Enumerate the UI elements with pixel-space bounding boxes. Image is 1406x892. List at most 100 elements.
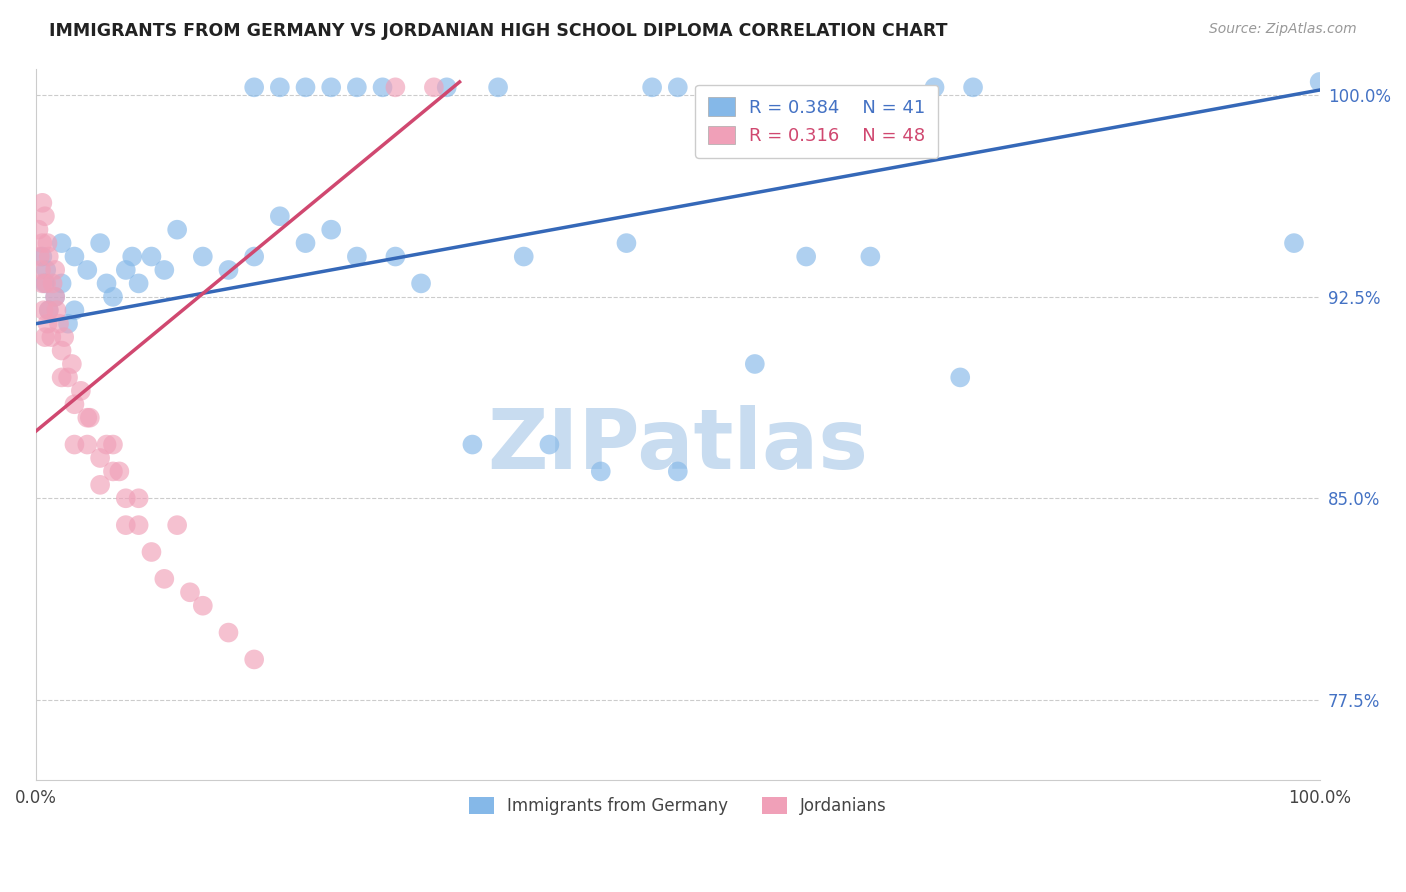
Point — [35, 263, 58, 277]
Point — [243, 250, 266, 264]
Point — [269, 80, 291, 95]
Point — [89, 478, 111, 492]
Point — [666, 80, 689, 95]
Point — [53, 330, 76, 344]
Text: ZIPatlas: ZIPatlas — [488, 405, 869, 486]
Point — [461, 437, 484, 451]
Point — [45, 303, 67, 318]
Point — [63, 303, 86, 318]
Text: IMMIGRANTS FROM GERMANY VS JORDANIAN HIGH SCHOOL DIPLOMA CORRELATION CHART: IMMIGRANTS FROM GERMANY VS JORDANIAN HIG… — [49, 22, 948, 40]
Point — [31, 250, 53, 264]
Point — [269, 209, 291, 223]
Point — [27, 222, 49, 236]
Point — [114, 518, 136, 533]
Point — [44, 290, 66, 304]
Point — [218, 263, 240, 277]
Point — [243, 652, 266, 666]
Text: Source: ZipAtlas.com: Source: ZipAtlas.com — [1209, 22, 1357, 37]
Point — [141, 250, 163, 264]
Point — [962, 80, 984, 95]
Point — [114, 491, 136, 506]
Point — [794, 250, 817, 264]
Point — [70, 384, 93, 398]
Point — [51, 370, 73, 384]
Point — [89, 450, 111, 465]
Point — [60, 357, 83, 371]
Point — [44, 290, 66, 304]
Point — [423, 80, 446, 95]
Point — [31, 236, 53, 251]
Point — [191, 250, 214, 264]
Point — [101, 437, 124, 451]
Point — [321, 80, 343, 95]
Point — [31, 195, 53, 210]
Point — [153, 572, 176, 586]
Point — [35, 277, 58, 291]
Point — [56, 317, 79, 331]
Point — [51, 343, 73, 358]
Point — [166, 518, 188, 533]
Point — [641, 80, 664, 95]
Point — [30, 263, 52, 277]
Point — [34, 209, 56, 223]
Point — [79, 410, 101, 425]
Point — [96, 277, 118, 291]
Point — [538, 437, 561, 451]
Point — [34, 330, 56, 344]
Point — [409, 277, 432, 291]
Point — [76, 263, 98, 277]
Point — [38, 303, 60, 318]
Point — [1309, 75, 1331, 89]
Point — [63, 397, 86, 411]
Point — [48, 317, 70, 331]
Point — [38, 250, 60, 264]
Point — [41, 330, 63, 344]
Point — [513, 250, 536, 264]
Point — [384, 250, 406, 264]
Point — [51, 236, 73, 251]
Point — [589, 464, 612, 478]
Point — [191, 599, 214, 613]
Point — [108, 464, 131, 478]
Point — [166, 222, 188, 236]
Point — [384, 80, 406, 95]
Point — [346, 250, 368, 264]
Point — [128, 277, 150, 291]
Point — [243, 80, 266, 95]
Point — [436, 80, 458, 95]
Point — [28, 250, 51, 264]
Point — [486, 80, 509, 95]
Point — [37, 317, 59, 331]
Point — [89, 236, 111, 251]
Point — [744, 357, 766, 371]
Point — [1282, 236, 1305, 251]
Point — [76, 410, 98, 425]
Point — [37, 236, 59, 251]
Point — [153, 263, 176, 277]
Point — [32, 303, 55, 318]
Point — [51, 277, 73, 291]
Point — [666, 464, 689, 478]
Point — [924, 80, 946, 95]
Point — [63, 250, 86, 264]
Point — [38, 303, 60, 318]
Point — [949, 370, 972, 384]
Point — [859, 250, 882, 264]
Point — [141, 545, 163, 559]
Point — [616, 236, 638, 251]
Point — [128, 491, 150, 506]
Point — [321, 222, 343, 236]
Point — [114, 263, 136, 277]
Point — [294, 80, 316, 95]
Point — [31, 277, 53, 291]
Point — [218, 625, 240, 640]
Point — [371, 80, 394, 95]
Point — [346, 80, 368, 95]
Point — [44, 263, 66, 277]
Point — [294, 236, 316, 251]
Point — [121, 250, 143, 264]
Point — [101, 290, 124, 304]
Point — [63, 437, 86, 451]
Point — [101, 464, 124, 478]
Legend: Immigrants from Germany, Jordanians: Immigrants from Germany, Jordanians — [458, 787, 897, 825]
